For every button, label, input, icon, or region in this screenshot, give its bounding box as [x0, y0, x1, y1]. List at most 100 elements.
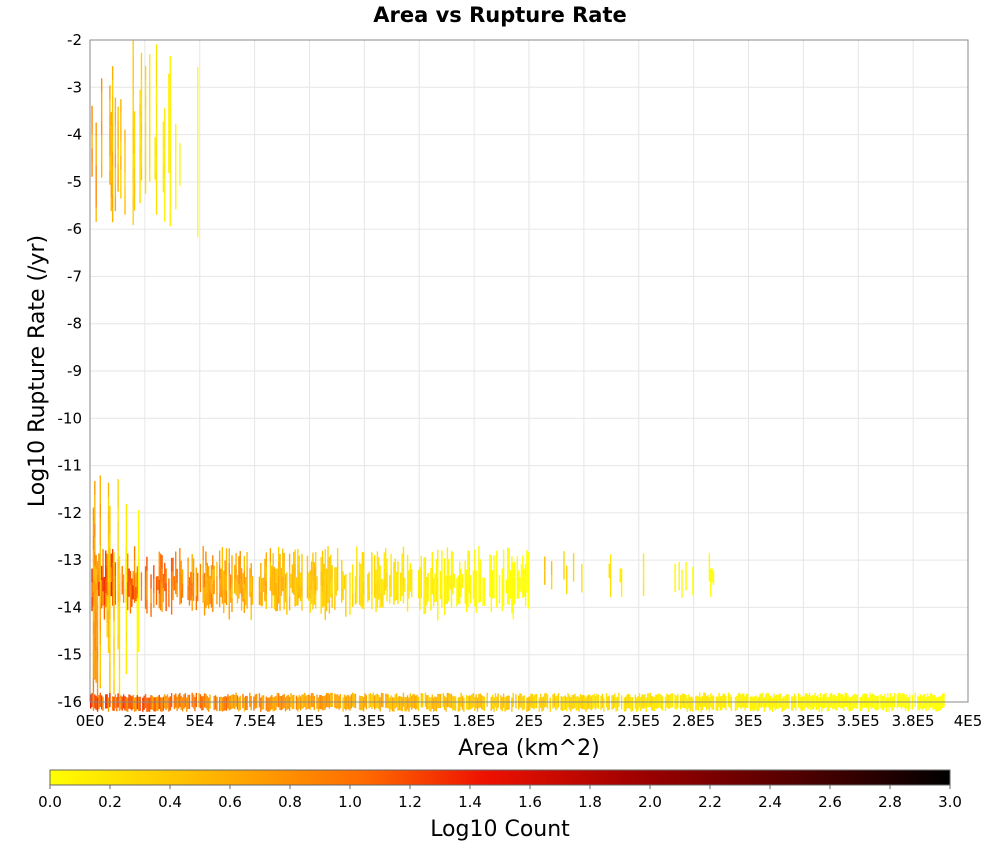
heatmap-cell	[502, 549, 505, 564]
heatmap-cell	[773, 693, 775, 708]
heatmap-cell	[180, 574, 182, 590]
heatmap-cell	[165, 582, 167, 597]
heatmap-cell	[138, 637, 140, 652]
heatmap-cell	[379, 697, 381, 712]
heatmap-cell	[474, 563, 476, 579]
heatmap-cell	[384, 693, 387, 708]
heatmap-cell	[246, 594, 248, 609]
heatmap-cell	[432, 578, 435, 593]
heatmap-cell	[140, 586, 143, 601]
heatmap-cell	[113, 594, 115, 610]
heatmap-cell	[518, 695, 520, 710]
heatmap-cell	[689, 697, 691, 712]
heatmap-cell	[195, 581, 198, 596]
heatmap-cell	[192, 558, 195, 573]
heatmap-cell	[310, 693, 313, 708]
heatmap-cell	[659, 693, 661, 708]
heatmap-cell	[345, 574, 347, 589]
heatmap-cell	[155, 58, 158, 73]
heatmap-cell	[375, 598, 377, 613]
heatmap-cell	[677, 693, 679, 708]
heatmap-cell	[286, 572, 288, 587]
heatmap-cell	[309, 584, 311, 599]
heatmap-cell	[511, 584, 513, 599]
heatmap-cell	[478, 574, 480, 589]
heatmap-cell	[803, 696, 805, 711]
heatmap-cell	[161, 597, 163, 612]
heatmap-cell	[111, 563, 114, 578]
heatmap-cell	[432, 697, 435, 712]
heatmap-cell	[395, 693, 398, 708]
heatmap-cell	[498, 589, 501, 604]
heatmap-cell	[475, 694, 477, 709]
heatmap-cell	[325, 692, 328, 708]
heatmap-cell	[109, 633, 111, 648]
heatmap-cell	[148, 96, 151, 111]
colorbar	[49, 769, 951, 786]
heatmap-cell	[402, 575, 405, 590]
heatmap-cell	[885, 697, 888, 712]
heatmap-cell	[99, 674, 101, 689]
heatmap-cell	[411, 569, 413, 584]
x-tick-label: 2.5E4	[123, 712, 166, 730]
heatmap-cell	[797, 693, 800, 708]
heatmap-cell	[305, 695, 307, 710]
heatmap-cell	[197, 81, 199, 96]
colorbar-tick-label: 0.4	[158, 793, 182, 811]
heatmap-cell	[235, 567, 237, 582]
heatmap-cell	[168, 116, 170, 131]
heatmap-cell	[138, 566, 140, 582]
heatmap-cell	[685, 561, 687, 577]
heatmap-cell	[328, 571, 331, 586]
heatmap-cell	[394, 558, 396, 573]
x-tick-label: 2.3E5	[562, 712, 605, 730]
x-axis-label: Area (km^2)	[458, 736, 599, 761]
heatmap-cell	[179, 143, 181, 158]
heatmap-cell	[616, 696, 619, 711]
heatmap-cell	[96, 697, 99, 712]
heatmap-cell	[843, 696, 845, 711]
heatmap-cell	[155, 115, 158, 130]
heatmap-cell	[109, 142, 111, 157]
heatmap-cell	[423, 599, 425, 615]
heatmap-cell	[235, 552, 237, 568]
heatmap-cell	[478, 693, 480, 709]
heatmap-cell	[100, 120, 103, 136]
heatmap-cell	[438, 693, 440, 709]
heatmap-cell	[99, 659, 101, 675]
heatmap-cell	[261, 592, 263, 607]
heatmap-cell	[203, 587, 206, 602]
heatmap-cell	[501, 568, 503, 583]
heatmap-cell	[120, 695, 122, 710]
heatmap-cell	[110, 581, 112, 597]
heatmap-cell	[117, 479, 119, 494]
heatmap-cell	[99, 645, 101, 660]
heatmap-cell	[806, 693, 808, 708]
heatmap-cell	[245, 591, 247, 606]
heatmap-cell	[139, 118, 141, 133]
heatmap-cell	[389, 589, 391, 604]
heatmap-cell	[561, 696, 564, 712]
heatmap-cell	[260, 577, 262, 592]
heatmap-cell	[309, 695, 311, 710]
heatmap-cell	[169, 70, 171, 85]
heatmap-cell	[520, 693, 523, 709]
heatmap-cell	[92, 535, 95, 551]
heatmap-cell	[144, 151, 147, 166]
heatmap-cell	[496, 550, 498, 565]
heatmap-cell	[94, 580, 96, 595]
heatmap-cell	[132, 125, 134, 140]
heatmap-cell	[530, 693, 532, 708]
heatmap-cell	[138, 609, 140, 624]
heatmap-cell	[181, 583, 184, 598]
heatmap-cell	[150, 574, 152, 589]
heatmap-cell	[523, 582, 525, 597]
heatmap-cell	[465, 597, 468, 613]
heatmap-cell	[441, 564, 443, 579]
heatmap-cell	[581, 564, 583, 579]
heatmap-cell	[435, 697, 438, 712]
heatmap-cell	[352, 578, 354, 593]
heatmap-cell	[424, 571, 427, 586]
heatmap-cell	[293, 566, 295, 581]
heatmap-cell	[390, 568, 392, 583]
